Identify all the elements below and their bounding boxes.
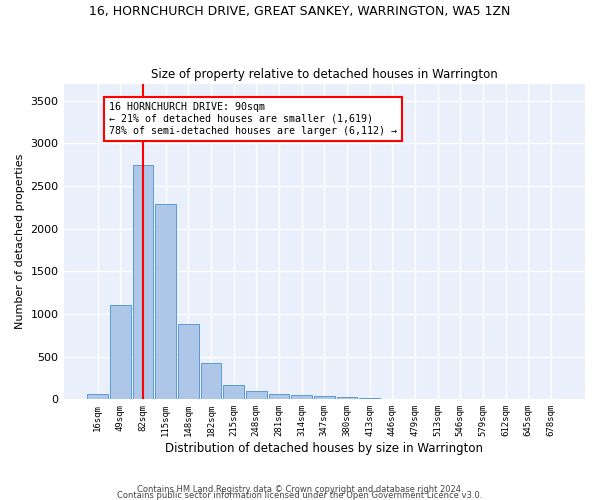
Text: 16 HORNCHURCH DRIVE: 90sqm
← 21% of detached houses are smaller (1,619)
78% of s: 16 HORNCHURCH DRIVE: 90sqm ← 21% of deta… — [109, 102, 397, 136]
Bar — [314, 396, 335, 400]
Bar — [178, 324, 199, 400]
Text: 16, HORNCHURCH DRIVE, GREAT SANKEY, WARRINGTON, WA5 1ZN: 16, HORNCHURCH DRIVE, GREAT SANKEY, WARR… — [89, 5, 511, 18]
Bar — [337, 397, 358, 400]
Text: Contains HM Land Registry data © Crown copyright and database right 2024.: Contains HM Land Registry data © Crown c… — [137, 484, 463, 494]
Bar — [269, 394, 289, 400]
Bar — [291, 394, 312, 400]
Text: Contains public sector information licensed under the Open Government Licence v3: Contains public sector information licen… — [118, 491, 482, 500]
Bar — [110, 306, 131, 400]
Bar — [382, 398, 403, 400]
Bar — [246, 391, 267, 400]
Bar — [200, 362, 221, 400]
Title: Size of property relative to detached houses in Warrington: Size of property relative to detached ho… — [151, 68, 497, 81]
Bar — [133, 166, 154, 400]
X-axis label: Distribution of detached houses by size in Warrington: Distribution of detached houses by size … — [165, 442, 483, 455]
Y-axis label: Number of detached properties: Number of detached properties — [15, 154, 25, 329]
Bar — [87, 394, 108, 400]
Bar — [359, 398, 380, 400]
Bar — [223, 385, 244, 400]
Bar — [155, 204, 176, 400]
